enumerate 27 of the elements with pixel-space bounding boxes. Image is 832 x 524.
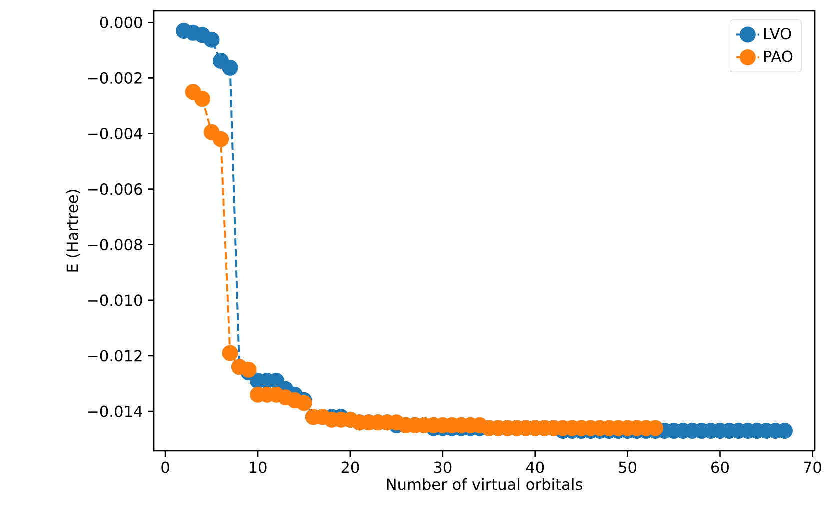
x-axis-title: Number of virtual orbitals: [387, 478, 582, 490]
point: [213, 131, 230, 148]
x-tick-label: 40: [526, 462, 544, 474]
y-axis-title: E (Hartree): [66, 190, 80, 272]
point: [296, 395, 312, 412]
y-tick-label: −0.012: [88, 350, 142, 362]
y-tick-label: −0.004: [88, 128, 142, 140]
point: [240, 362, 257, 378]
point: [222, 345, 238, 362]
y-tick-label: −0.014: [88, 406, 142, 418]
y-tick-label: −0.006: [88, 184, 142, 196]
x-tick-label: 60: [712, 462, 729, 474]
legend-label: LVO: [764, 28, 792, 40]
x-tick-label: 30: [434, 462, 452, 474]
y-tick-label: −0.008: [88, 239, 142, 251]
point: [204, 32, 220, 48]
x-tick-label: 50: [619, 462, 637, 474]
legend-label: PAO: [764, 50, 793, 62]
point: [222, 60, 238, 76]
x-tick-label: 20: [342, 462, 360, 474]
y-tick-label: 0.000: [100, 16, 142, 28]
y-tick-label: −0.010: [88, 294, 142, 306]
x-tick-label: 0: [162, 462, 170, 474]
x-tick-label: 70: [804, 462, 822, 474]
point: [194, 91, 211, 108]
x-tick-label: 10: [250, 462, 267, 474]
y-tick-label: −0.002: [88, 72, 142, 84]
